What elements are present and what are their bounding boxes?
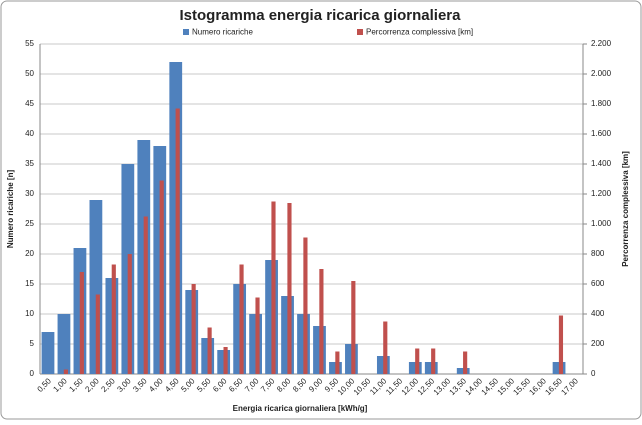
bar-secondary xyxy=(79,272,84,374)
y2-tick-label: 1.600 xyxy=(591,129,612,138)
bar-secondary xyxy=(335,351,340,374)
bar-secondary xyxy=(383,321,388,374)
y-axis-title: Numero ricariche [n] xyxy=(6,170,15,249)
y-tick-label: 5 xyxy=(30,339,35,348)
bar-secondary xyxy=(223,347,228,374)
y-tick-label: 45 xyxy=(25,99,34,108)
bar-secondary xyxy=(319,269,324,374)
bar-secondary xyxy=(558,315,564,374)
bar-secondary xyxy=(95,294,100,374)
bar-secondary xyxy=(207,327,212,374)
y-tick-label: 40 xyxy=(25,129,34,138)
bar-secondary xyxy=(143,216,148,374)
y-tick-label: 25 xyxy=(25,219,34,228)
y2-axis-title: Percorrenza complessiva [km] xyxy=(621,151,630,267)
bar-secondary xyxy=(111,264,116,374)
y-tick-label: 20 xyxy=(25,249,34,258)
chart-title: Istogramma energia ricarica giornaliera xyxy=(180,7,462,24)
legend-swatch xyxy=(183,29,189,35)
y-tick-label: 10 xyxy=(25,309,34,318)
y-tick-label: 30 xyxy=(25,189,34,198)
x-axis-title: Energia ricarica giornaliera [kWh/g] xyxy=(233,404,368,413)
y-tick-label: 55 xyxy=(25,39,34,48)
bar-secondary xyxy=(127,254,132,374)
y2-tick-label: 1.200 xyxy=(591,189,612,198)
y2-tick-label: 2.200 xyxy=(591,39,612,48)
y2-tick-label: 800 xyxy=(591,249,605,258)
bar-secondary xyxy=(255,297,260,374)
bar-secondary xyxy=(191,284,196,374)
bar-secondary xyxy=(431,348,436,374)
bar-secondary xyxy=(239,264,244,374)
y2-tick-label: 2.000 xyxy=(591,69,612,78)
y2-tick-label: 0 xyxy=(591,369,596,378)
bar-secondary xyxy=(287,203,292,374)
bar-secondary xyxy=(63,369,68,374)
y2-tick-label: 1.400 xyxy=(591,159,612,168)
bar-secondary xyxy=(351,281,356,374)
y2-tick-label: 600 xyxy=(591,279,605,288)
y-tick-label: 35 xyxy=(25,159,34,168)
bar-secondary xyxy=(303,237,308,374)
y2-tick-label: 1.000 xyxy=(591,219,612,228)
y-tick-label: 0 xyxy=(30,369,35,378)
legend-swatch xyxy=(357,29,363,35)
y-tick-label: 50 xyxy=(25,69,34,78)
bar-secondary xyxy=(159,180,164,374)
bar-secondary xyxy=(271,201,276,374)
bar-secondary xyxy=(415,348,420,374)
y2-tick-label: 200 xyxy=(591,339,605,348)
bar xyxy=(41,332,55,374)
y2-tick-label: 400 xyxy=(591,309,605,318)
y2-tick-label: 1.800 xyxy=(591,99,612,108)
bar-secondary xyxy=(175,108,180,374)
legend-label: Percorrenza complessiva [km] xyxy=(366,28,473,37)
y-tick-label: 15 xyxy=(25,279,34,288)
legend-label: Numero ricariche xyxy=(192,28,253,37)
bar-secondary xyxy=(463,351,468,374)
bar xyxy=(57,314,71,374)
